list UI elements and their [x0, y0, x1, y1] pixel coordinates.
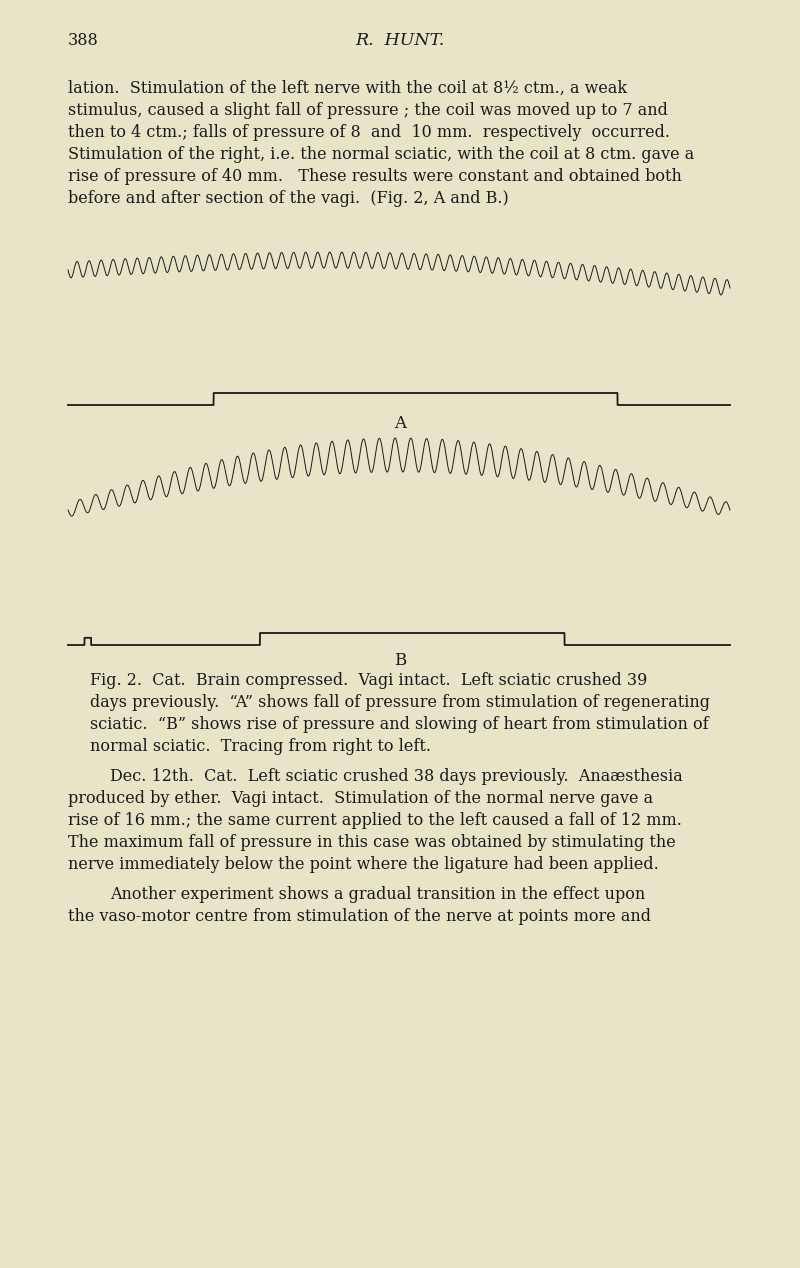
Text: before and after section of the vagi.  (Fig. 2, A and B.): before and after section of the vagi. (F…	[68, 190, 509, 207]
Text: days previously.  “A” shows fall of pressure from stimulation of regenerating: days previously. “A” shows fall of press…	[90, 694, 710, 711]
Text: sciatic.  “B” shows rise of pressure and slowing of heart from stimulation of: sciatic. “B” shows rise of pressure and …	[90, 716, 709, 733]
Text: Another experiment shows a gradual transition in the effect upon: Another experiment shows a gradual trans…	[110, 886, 646, 903]
Text: normal sciatic.  Tracing from right to left.: normal sciatic. Tracing from right to le…	[90, 738, 431, 754]
Text: 388: 388	[68, 32, 98, 49]
Text: The maximum fall of pressure in this case was obtained by stimulating the: The maximum fall of pressure in this cas…	[68, 834, 676, 851]
Text: A: A	[394, 415, 406, 432]
Text: lation.  Stimulation of the left nerve with the coil at 8½ ctm., a weak: lation. Stimulation of the left nerve wi…	[68, 80, 627, 96]
Text: rise of 16 mm.; the same current applied to the left caused a fall of 12 mm.: rise of 16 mm.; the same current applied…	[68, 812, 682, 829]
Text: Fig. 2.  Cat.  Brain compressed.  Vagi intact.  Left sciatic crushed 39: Fig. 2. Cat. Brain compressed. Vagi inta…	[90, 672, 647, 689]
Text: nerve immediately below the point where the ligature had been applied.: nerve immediately below the point where …	[68, 856, 658, 872]
Text: the vaso-motor centre from stimulation of the nerve at points more and: the vaso-motor centre from stimulation o…	[68, 908, 651, 924]
Text: stimulus, caused a slight fall of pressure ; the coil was moved up to 7 and: stimulus, caused a slight fall of pressu…	[68, 101, 668, 119]
Text: rise of pressure of 40 mm.   These results were constant and obtained both: rise of pressure of 40 mm. These results…	[68, 167, 682, 185]
Text: then to 4 ctm.; falls of pressure of 8  and  10 mm.  respectively  occurred.: then to 4 ctm.; falls of pressure of 8 a…	[68, 124, 670, 141]
Text: Dec. 12th.  Cat.  Left sciatic crushed 38 days previously.  Anaæsthesia: Dec. 12th. Cat. Left sciatic crushed 38 …	[110, 768, 682, 785]
Text: produced by ether.  Vagi intact.  Stimulation of the normal nerve gave a: produced by ether. Vagi intact. Stimulat…	[68, 790, 653, 806]
Text: R.  HUNT.: R. HUNT.	[355, 32, 445, 49]
Text: B: B	[394, 652, 406, 670]
Text: Stimulation of the right, i.e. the normal sciatic, with the coil at 8 ctm. gave : Stimulation of the right, i.e. the norma…	[68, 146, 694, 164]
